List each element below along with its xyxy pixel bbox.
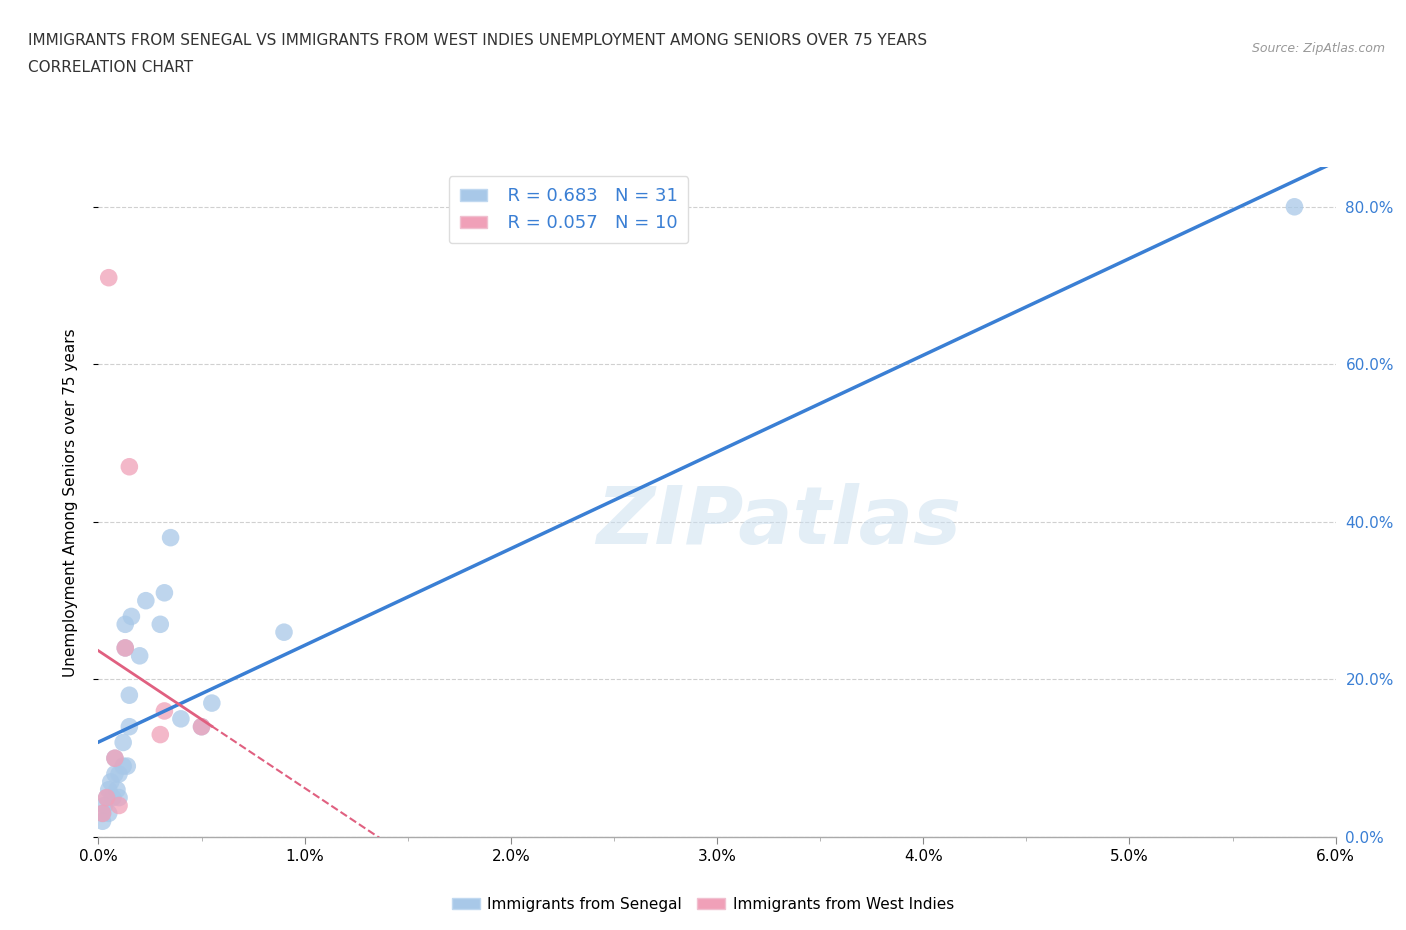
Point — [118, 719, 141, 734]
Point — [97, 782, 120, 797]
Point — [153, 585, 176, 600]
Point — [190, 719, 212, 734]
Text: ZIPatlas: ZIPatlas — [596, 484, 962, 562]
Point — [170, 711, 193, 726]
Y-axis label: Unemployment Among Seniors over 75 years: Unemployment Among Seniors over 75 years — [63, 328, 77, 676]
Point — [149, 617, 172, 631]
Point — [108, 790, 131, 805]
Legend:   R = 0.683   N = 31,   R = 0.057   N = 10: R = 0.683 N = 31, R = 0.057 N = 10 — [449, 177, 689, 243]
Point — [117, 759, 139, 774]
Point — [153, 703, 176, 718]
Point — [120, 609, 142, 624]
Text: CORRELATION CHART: CORRELATION CHART — [28, 60, 193, 75]
Point — [190, 719, 212, 734]
Legend: Immigrants from Senegal, Immigrants from West Indies: Immigrants from Senegal, Immigrants from… — [446, 891, 960, 918]
Point — [112, 759, 135, 774]
Point — [108, 766, 131, 781]
Point — [135, 593, 157, 608]
Point — [100, 775, 122, 790]
Point — [114, 617, 136, 631]
Point — [1284, 199, 1306, 214]
Point — [114, 641, 136, 656]
Point — [149, 727, 172, 742]
Point — [101, 790, 124, 805]
Point — [104, 766, 127, 781]
Point — [96, 790, 118, 805]
Point — [91, 806, 114, 821]
Point — [114, 641, 136, 656]
Point — [93, 798, 115, 813]
Point — [91, 814, 114, 829]
Point — [128, 648, 150, 663]
Point — [104, 751, 127, 765]
Point — [201, 696, 224, 711]
Text: IMMIGRANTS FROM SENEGAL VS IMMIGRANTS FROM WEST INDIES UNEMPLOYMENT AMONG SENIOR: IMMIGRANTS FROM SENEGAL VS IMMIGRANTS FR… — [28, 33, 927, 47]
Point — [159, 530, 181, 545]
Point — [105, 782, 128, 797]
Point — [104, 751, 127, 765]
Point — [108, 798, 131, 813]
Point — [97, 806, 120, 821]
Text: Source: ZipAtlas.com: Source: ZipAtlas.com — [1251, 42, 1385, 55]
Point — [118, 688, 141, 703]
Point — [91, 806, 114, 821]
Point — [112, 735, 135, 750]
Point — [118, 459, 141, 474]
Point — [273, 625, 295, 640]
Point — [97, 271, 120, 286]
Point — [96, 790, 118, 805]
